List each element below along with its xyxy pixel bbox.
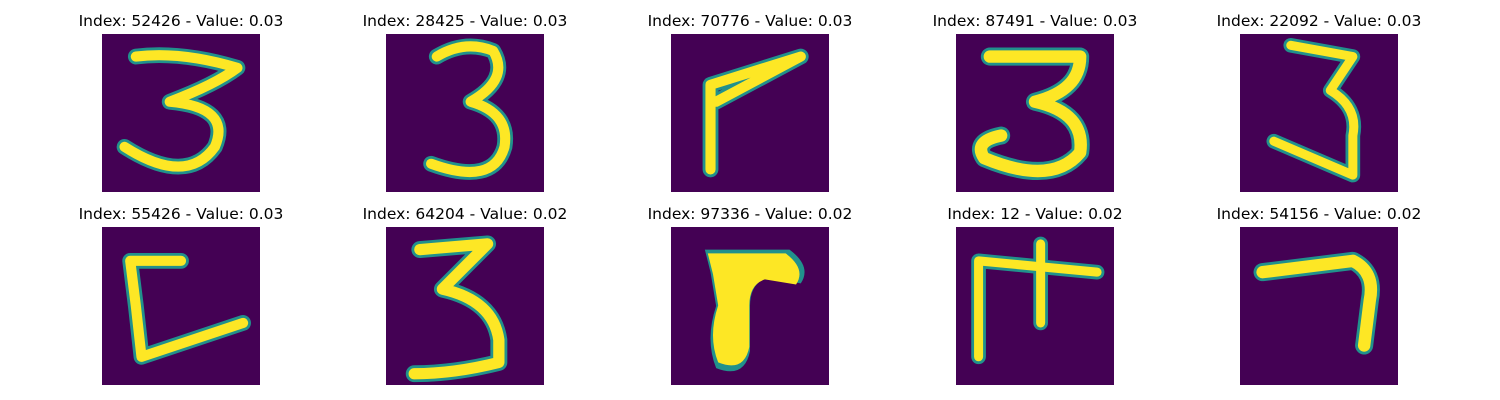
digit-panel: Index: 22092 - Value: 0.03 bbox=[1169, 8, 1469, 203]
digit-panel: Index: 12 - Value: 0.02 bbox=[885, 201, 1185, 396]
digit-panel: Index: 55426 - Value: 0.03 bbox=[31, 201, 331, 396]
three-icon bbox=[423, 38, 514, 180]
digit-panel: Index: 28425 - Value: 0.03 bbox=[315, 8, 615, 203]
digit-panel: Index: 97336 - Value: 0.02 bbox=[600, 201, 900, 396]
digit-image bbox=[671, 34, 829, 192]
three-icon bbox=[405, 235, 508, 383]
panel-title: Index: 87491 - Value: 0.03 bbox=[932, 12, 1138, 30]
digit-panel: Index: 64204 - Value: 0.02 bbox=[315, 201, 615, 396]
digit-image bbox=[956, 227, 1114, 385]
digit-image bbox=[671, 227, 829, 385]
panel-title: Index: 22092 - Value: 0.03 bbox=[1216, 12, 1422, 30]
panel-title: Index: 97336 - Value: 0.02 bbox=[647, 205, 853, 223]
seven-icon bbox=[704, 249, 805, 372]
panel-title: Index: 28425 - Value: 0.03 bbox=[362, 12, 568, 30]
digit-image bbox=[1240, 227, 1398, 385]
digit-image bbox=[386, 227, 544, 385]
seven-icon bbox=[702, 48, 809, 178]
panel-title: Index: 55426 - Value: 0.03 bbox=[78, 205, 284, 223]
panel-title: Index: 64204 - Value: 0.02 bbox=[362, 205, 568, 223]
three-icon bbox=[116, 47, 246, 175]
digit-panel: Index: 87491 - Value: 0.03 bbox=[885, 8, 1185, 203]
three-icon bbox=[972, 47, 1090, 180]
digit-image bbox=[386, 34, 544, 192]
digit-image bbox=[1240, 34, 1398, 192]
panel-title: Index: 52426 - Value: 0.03 bbox=[78, 12, 284, 30]
three-icon bbox=[1266, 37, 1362, 183]
panel-title: Index: 54156 - Value: 0.02 bbox=[1216, 205, 1422, 223]
digit-image bbox=[102, 227, 260, 385]
c-shape-icon bbox=[122, 252, 251, 365]
digit-image bbox=[102, 34, 260, 192]
seven-icon bbox=[1253, 251, 1380, 355]
digit-panel: Index: 70776 - Value: 0.03 bbox=[600, 8, 900, 203]
digit-panel: Index: 52426 - Value: 0.03 bbox=[31, 8, 331, 203]
panel-title: Index: 70776 - Value: 0.03 bbox=[647, 12, 853, 30]
panel-title: Index: 12 - Value: 0.02 bbox=[947, 205, 1123, 223]
glyph-icon bbox=[971, 236, 1105, 365]
digit-image bbox=[956, 34, 1114, 192]
digit-panel: Index: 54156 - Value: 0.02 bbox=[1169, 201, 1469, 396]
